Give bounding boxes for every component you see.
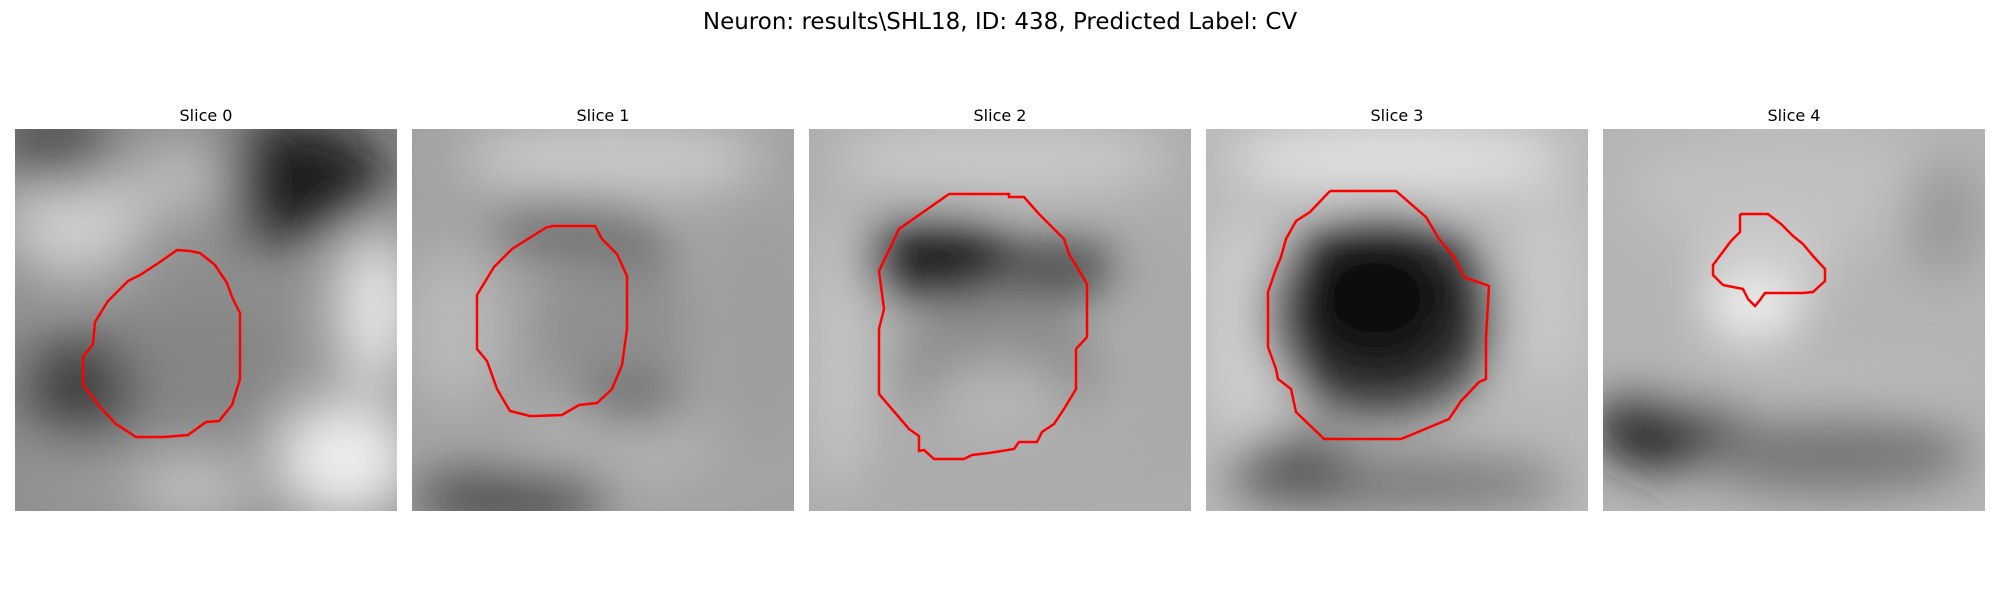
slice-title: Slice 2 <box>973 106 1027 125</box>
slice-panel-4: Slice 4 <box>1603 105 1985 511</box>
contour <box>877 192 1089 461</box>
slice-title: Slice 3 <box>1370 106 1424 125</box>
slice-image <box>1603 129 1985 511</box>
slice-title: Slice 1 <box>576 106 630 125</box>
contour <box>81 248 242 439</box>
slice-panel-2: Slice 2 <box>809 105 1191 511</box>
slice-panel-1: Slice 1 <box>412 105 794 511</box>
slice-panel-0: Slice 0 <box>15 105 397 511</box>
contour <box>1711 212 1827 308</box>
figure-title: Neuron: results\SHL18, ID: 438, Predicte… <box>702 9 1298 35</box>
contour <box>475 224 629 418</box>
slice-title: Slice 0 <box>179 106 233 125</box>
contour <box>1266 189 1491 441</box>
slice-image <box>15 129 397 511</box>
slice-image <box>412 129 794 511</box>
slice-image <box>809 129 1191 511</box>
slice-image <box>1206 129 1588 511</box>
slice-title: Slice 4 <box>1767 106 1821 125</box>
slice-panel-3: Slice 3 <box>1206 105 1588 511</box>
